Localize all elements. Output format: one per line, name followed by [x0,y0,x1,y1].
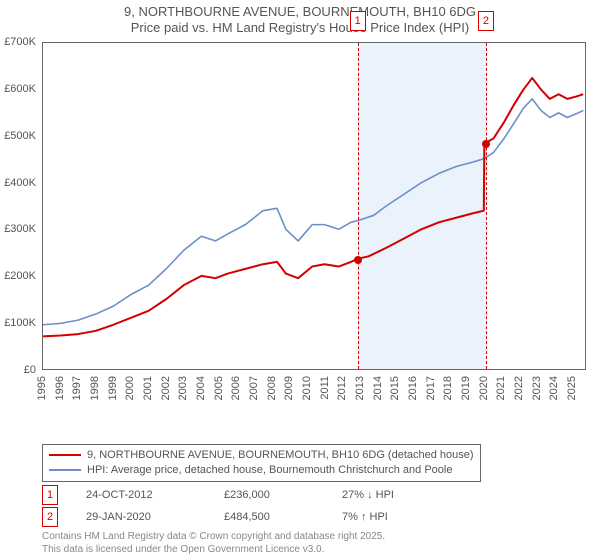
series-lines [43,43,585,369]
x-tick: 2010 [301,376,313,400]
x-tick: 1999 [107,376,119,400]
y-tick: £300K [0,223,40,235]
y-tick: £500K [0,130,40,142]
legend-row: HPI: Average price, detached house, Bour… [49,463,474,478]
x-tick: 2015 [389,376,401,400]
event-delta: 7% ↑ HPI [342,511,388,523]
y-tick: £200K [0,270,40,282]
series-hpi [43,99,583,325]
y-tick: £600K [0,83,40,95]
event-line: 1 [358,43,359,369]
x-tick: 2019 [460,376,472,400]
x-tick: 2002 [160,376,172,400]
event-row: 1 24-OCT-2012 £236,000 27% ↓ HPI [42,484,394,506]
event-date: 24-OCT-2012 [86,489,196,501]
chart-title: 9, NORTHBOURNE AVENUE, BOURNEMOUTH, BH10… [0,0,600,37]
event-row: 2 29-JAN-2020 £484,500 7% ↑ HPI [42,506,394,528]
x-tick: 2004 [195,376,207,400]
y-tick: £100K [0,317,40,329]
y-tick: £0 [0,364,40,376]
x-tick: 2003 [177,376,189,400]
x-tick: 2011 [319,376,331,400]
event-row-box: 1 [42,485,58,505]
event-row-box: 2 [42,507,58,527]
events-table: 1 24-OCT-2012 £236,000 27% ↓ HPI 2 29-JAN-202… [42,484,394,528]
x-tick: 1996 [54,376,66,400]
title-line-2: Price paid vs. HM Land Registry's House … [0,20,600,36]
plot-area: 12 [42,42,586,370]
x-tick: 2024 [548,376,560,400]
footer-line-1: Contains HM Land Registry data © Crown c… [42,531,385,544]
event-marker-box: 2 [478,11,494,31]
event-price: £484,500 [224,511,314,523]
event-price: £236,000 [224,489,314,501]
legend-label: HPI: Average price, detached house, Bour… [87,463,452,478]
event-delta: 27% ↓ HPI [342,489,394,501]
x-tick: 2007 [248,376,260,400]
x-tick: 2025 [566,376,578,400]
x-tick: 2001 [142,376,154,400]
x-tick: 1997 [71,376,83,400]
x-tick: 2000 [124,376,136,400]
event-dot [354,256,362,264]
y-tick: £700K [0,36,40,48]
legend-row: 9, NORTHBOURNE AVENUE, BOURNEMOUTH, BH10… [49,448,474,463]
series-price_paid [43,78,583,336]
x-tick: 2009 [283,376,295,400]
x-tick: 2005 [213,376,225,400]
chart-stage: £0£100K£200K£300K£400K£500K£600K£700K 12… [0,38,600,408]
footer: Contains HM Land Registry data © Crown c… [42,531,385,556]
x-tick: 1998 [89,376,101,400]
x-tick: 2022 [513,376,525,400]
y-tick: £400K [0,177,40,189]
x-tick: 1995 [36,376,48,400]
x-tick: 2020 [478,376,490,400]
event-line: 2 [486,43,487,369]
x-tick: 2018 [442,376,454,400]
legend-swatch [49,454,81,456]
title-line-1: 9, NORTHBOURNE AVENUE, BOURNEMOUTH, BH10… [124,4,476,19]
legend-label: 9, NORTHBOURNE AVENUE, BOURNEMOUTH, BH10… [87,448,474,463]
footer-line-2: This data is licensed under the Open Gov… [42,544,385,557]
x-tick: 2014 [372,376,384,400]
event-marker-box: 1 [350,11,366,31]
x-tick: 2013 [354,376,366,400]
x-tick: 2012 [336,376,348,400]
x-tick: 2023 [531,376,543,400]
legend-swatch [49,469,81,471]
event-dot [482,140,490,148]
legend: 9, NORTHBOURNE AVENUE, BOURNEMOUTH, BH10… [42,444,481,482]
x-tick: 2021 [495,376,507,400]
event-date: 29-JAN-2020 [86,511,196,523]
x-tick: 2008 [266,376,278,400]
x-tick: 2017 [425,376,437,400]
x-tick: 2006 [230,376,242,400]
x-tick: 2016 [407,376,419,400]
